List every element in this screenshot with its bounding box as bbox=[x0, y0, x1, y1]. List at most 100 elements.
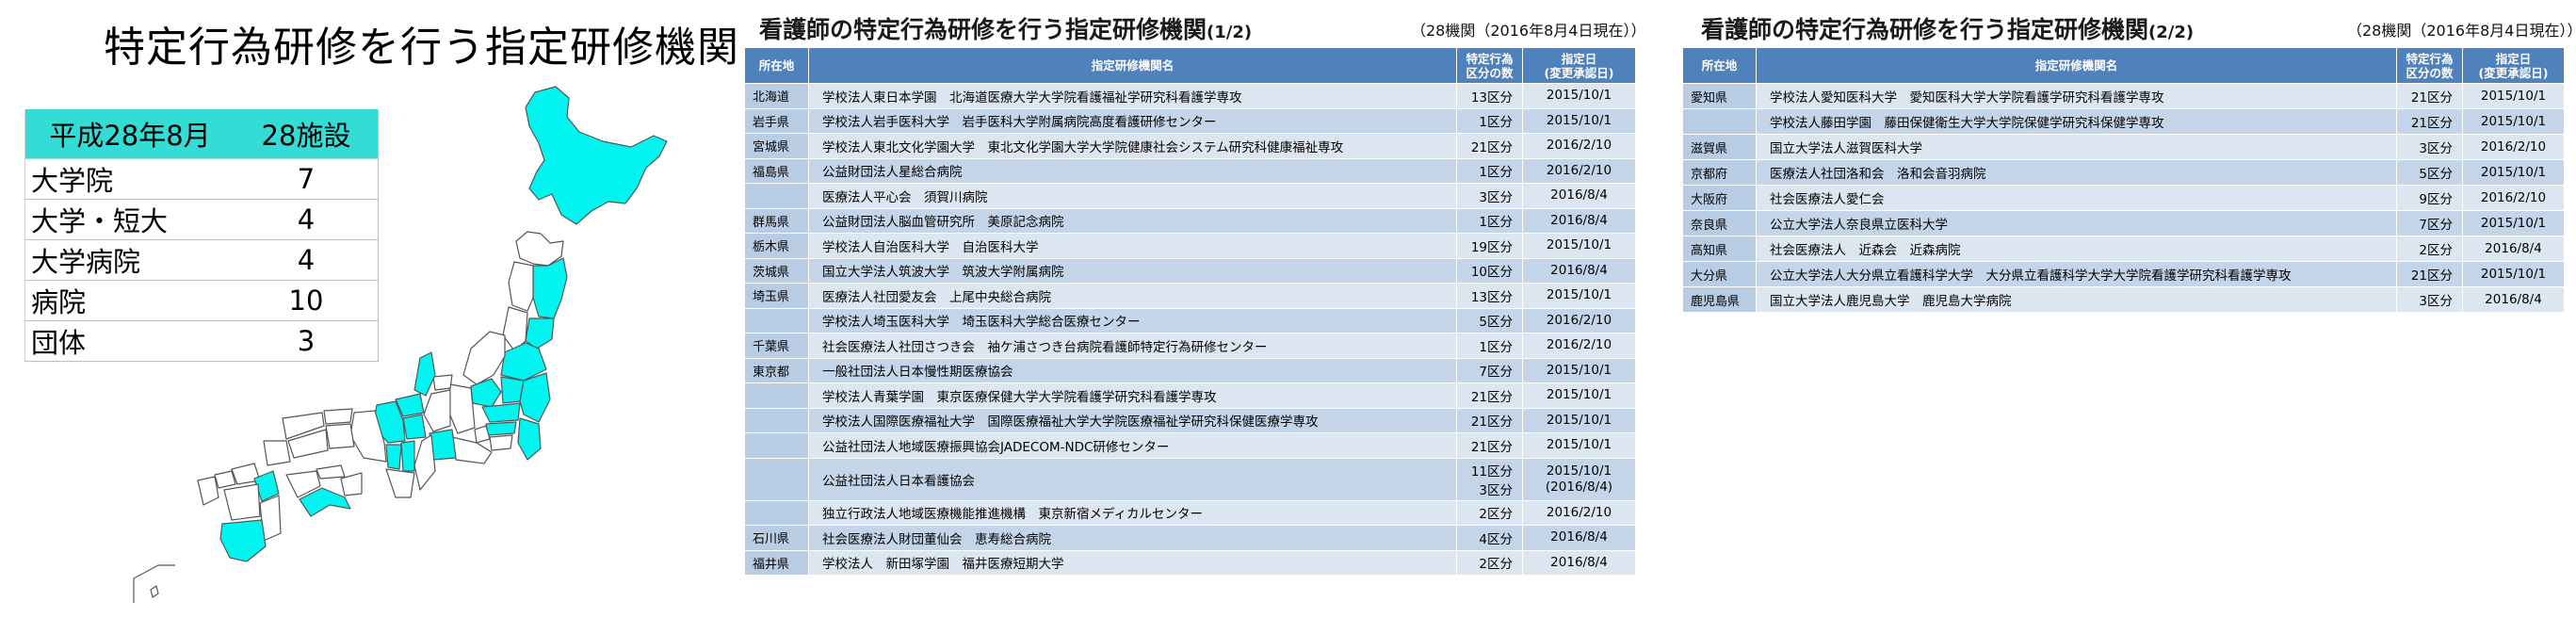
location-cell: 福井県 bbox=[744, 549, 809, 576]
table-row: 医療法人平心会 須賀川病院 3区分 2016/8/4 bbox=[744, 183, 1636, 209]
table-row: 公益社団法人日本看護協会 11区分 3区分 2015/10/1 (2016/8/4) bbox=[744, 457, 1636, 501]
col-header-count: 特定行為 区分の数 bbox=[1456, 47, 1523, 84]
area-count-cell: 10区分 bbox=[1456, 257, 1523, 284]
summary-row: 団体 3 bbox=[24, 320, 379, 362]
summary-row: 大学病院 4 bbox=[24, 239, 379, 281]
designation-date-cell: 2015/10/1 bbox=[1522, 283, 1636, 309]
institution-name-cell: 公益財団法人星総合病院 bbox=[808, 157, 1457, 184]
summary-value: 7 bbox=[235, 158, 379, 200]
institution-name-cell: 社会医療法人 近森会 近森病院 bbox=[1756, 236, 2397, 262]
area-count-cell: 13区分 bbox=[1456, 283, 1523, 309]
designation-date-cell: 2015/10/1 bbox=[1522, 432, 1636, 459]
institution-name-cell: 公益社団法人地域医療振興協会JADECOM-NDC研修センター bbox=[808, 432, 1457, 459]
designation-date-cell: 2015/10/1 bbox=[1522, 233, 1636, 259]
area-count-cell: 21区分 bbox=[1456, 432, 1523, 459]
map-hokkaido bbox=[525, 86, 668, 225]
summary-row: 病院 10 bbox=[24, 280, 379, 321]
institution-name-cell: 独立行政法人地域医療機能推進機構 東京新宿メディカルセンター bbox=[808, 499, 1457, 526]
map-fukui bbox=[395, 393, 425, 417]
table-row: 大阪府 社会医療法人愛仁会 9区分 2016/2/10 bbox=[1682, 185, 2565, 211]
area-count-cell: 5区分 bbox=[1456, 307, 1523, 333]
area-count-cell: 21区分 bbox=[1456, 382, 1523, 409]
area-count-cell: 11区分 3区分 bbox=[1456, 457, 1523, 501]
map-toyama bbox=[432, 374, 453, 391]
col-header-location: 所在地 bbox=[744, 47, 809, 84]
table-row: 千葉県 社会医療法人社団さつき会 袖ケ浦さつき台病院看護師特定行為研修センター 1区… bbox=[744, 333, 1636, 359]
table-header-row: 所在地 指定研修機関名 特定行為 区分の数 指定日 (変更承認日) bbox=[1682, 47, 2565, 84]
designation-date-cell: 2015/10/1 bbox=[1522, 83, 1636, 109]
institution-name-cell: 社会医療法人愛仁会 bbox=[1756, 185, 2397, 211]
location-cell: 岩手県 bbox=[744, 107, 809, 134]
table-row: 学校法人埼玉医科大学 埼玉医科大学総合医療センター 5区分 2016/2/10 bbox=[744, 307, 1636, 333]
institution-name-cell: 公立大学法人大分県立看護科学大学 大分県立看護科学大学大学院看護学研究科看護学専… bbox=[1756, 261, 2397, 287]
designation-date-cell: 2016/2/10 bbox=[2462, 134, 2565, 160]
location-cell: 千葉県 bbox=[744, 333, 809, 359]
map-fukushima bbox=[500, 342, 547, 382]
map-kagawa bbox=[316, 464, 346, 480]
institution-name-cell: 公益財団法人脳血管研究所 美原記念病院 bbox=[808, 207, 1457, 234]
summary-table: 平成28年8月 28施設 大学院 7 大学・短大 4 大学病院 4 病院 10 団体 3 bbox=[24, 109, 379, 362]
map-tokyo bbox=[485, 421, 517, 436]
map-ehime bbox=[285, 470, 321, 498]
panel2-title-text: 看護師の特定行為研修を行う指定研修機関 bbox=[759, 16, 1207, 43]
designation-date-cell: 2016/2/10 bbox=[1522, 133, 1636, 159]
location-cell: 愛知県 bbox=[1682, 83, 1757, 109]
map-tottori bbox=[323, 408, 353, 425]
map-ibaraki bbox=[519, 372, 551, 423]
designation-date-cell: 2015/10/1 bbox=[2462, 210, 2565, 236]
designation-date-cell: 2016/8/4 bbox=[1522, 257, 1636, 284]
area-count-cell: 3区分 bbox=[1456, 183, 1523, 209]
map-yamaguchi bbox=[263, 440, 291, 466]
table-header-row: 所在地 指定研修機関名 特定行為 区分の数 指定日 (変更承認日) bbox=[744, 47, 1636, 84]
map-okayama bbox=[325, 423, 355, 449]
designation-date-cell: 2016/8/4 bbox=[1522, 183, 1636, 209]
panel2-note: （28機関（2016年8月4日現在）） bbox=[1411, 22, 1646, 40]
table-row: 東京都 一般社団法人日本慢性期医療協会 7区分 2015/10/1 bbox=[744, 357, 1636, 383]
panel3-note: （28機関（2016年8月4日現在）） bbox=[2347, 22, 2576, 40]
location-cell: 高知県 bbox=[1682, 236, 1757, 262]
area-count-cell: 21区分 bbox=[1456, 407, 1523, 433]
summary-value: 3 bbox=[235, 320, 379, 362]
map-okinawa-inset-frame bbox=[133, 564, 175, 603]
location-cell: 群馬県 bbox=[744, 207, 809, 234]
summary-value: 4 bbox=[235, 239, 379, 281]
area-count-cell: 2区分 bbox=[2396, 236, 2463, 262]
designation-date-cell: 2015/10/1 (2016/8/4) bbox=[1522, 457, 1636, 501]
location-cell bbox=[744, 432, 809, 459]
map-okinawa bbox=[150, 585, 159, 598]
designation-date-cell: 2015/10/1 bbox=[2462, 108, 2565, 135]
area-count-cell: 1区分 bbox=[1456, 333, 1523, 359]
table-row: 栃木県 学校法人自治医科大学 自治医科大学 19区分 2015/10/1 bbox=[744, 233, 1636, 259]
designation-date-cell: 2015/10/1 bbox=[1522, 407, 1636, 433]
table-row: 群馬県 公益財団法人脳血管研究所 美原記念病院 1区分 2016/8/4 bbox=[744, 207, 1636, 234]
location-cell bbox=[744, 183, 809, 209]
location-cell: 福島県 bbox=[744, 157, 809, 184]
map-tokushima bbox=[340, 472, 363, 496]
area-count-cell: 1区分 bbox=[1456, 157, 1523, 184]
table-row: 公益社団法人地域医療振興協会JADECOM-NDC研修センター 21区分 2015/… bbox=[744, 432, 1636, 459]
table-row: 鹿児島県 国立大学法人鹿児島大学 鹿児島大学病院 3区分 2016/8/4 bbox=[1682, 286, 2565, 313]
area-count-cell: 7区分 bbox=[2396, 210, 2463, 236]
summary-label: 大学・短大 bbox=[24, 199, 235, 240]
institution-name-cell: 学校法人青葉学園 東京医療保健大学大学院看護学研究科看護学専攻 bbox=[808, 382, 1457, 409]
designation-date-cell: 2015/10/1 bbox=[1522, 357, 1636, 383]
japan-map bbox=[133, 86, 668, 603]
location-cell bbox=[744, 407, 809, 433]
col-header-location: 所在地 bbox=[1682, 47, 1757, 84]
institution-name-cell: 一般社団法人日本慢性期医療協会 bbox=[808, 357, 1457, 383]
institution-name-cell: 医療法人社団洛和会 洛和会音羽病院 bbox=[1756, 159, 2397, 186]
map-kanagawa bbox=[489, 434, 513, 451]
designation-date-cell: 2015/10/1 bbox=[1522, 382, 1636, 409]
designation-date-cell: 2016/2/10 bbox=[1522, 333, 1636, 359]
area-count-cell: 3区分 bbox=[2396, 134, 2463, 160]
panel3-page-indicator: (2/2) bbox=[2148, 23, 2195, 42]
location-cell bbox=[744, 307, 809, 333]
page-title-summary: 特定行為研修を行う指定研修機関 bbox=[104, 24, 739, 72]
designation-date-cell: 2015/10/1 bbox=[2462, 261, 2565, 287]
location-cell: 栃木県 bbox=[744, 233, 809, 259]
institution-name-cell: 学校法人愛知医科大学 愛知医科大学大学院看護学研究科看護学専攻 bbox=[1756, 83, 2397, 109]
institution-name-cell: 医療法人社団愛友会 上尾中央総合病院 bbox=[808, 283, 1457, 309]
col-header-count: 特定行為 区分の数 bbox=[2396, 47, 2463, 84]
col-header-date: 指定日 (変更承認日) bbox=[2462, 47, 2565, 84]
institution-name-cell: 学校法人岩手医科大学 岩手医科大学附属病院高度看護研修センター bbox=[808, 107, 1457, 134]
